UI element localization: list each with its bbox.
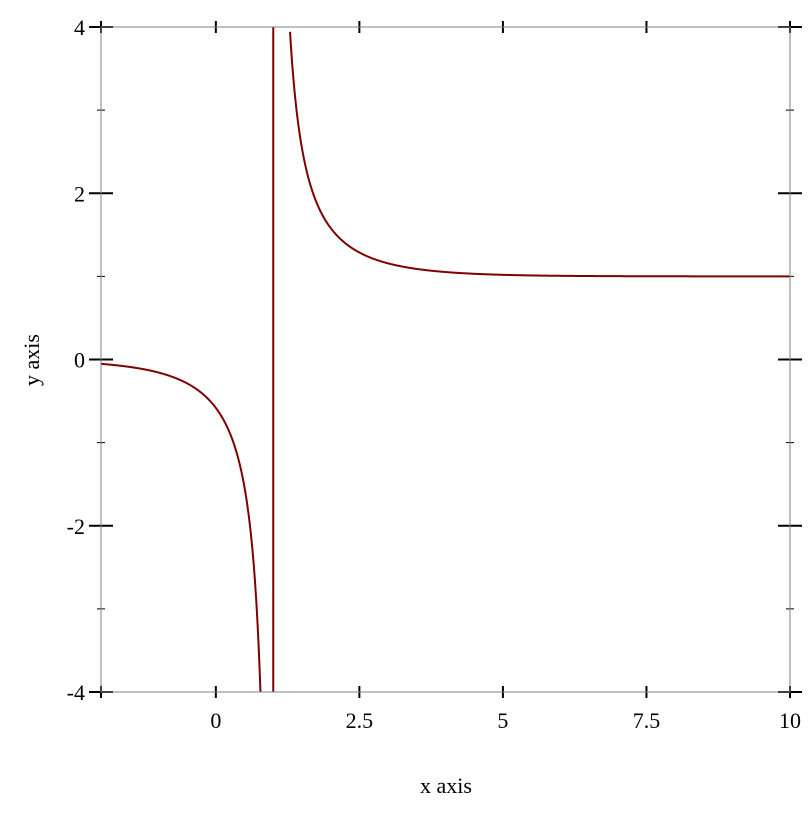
x-tick-label: 10: [779, 708, 801, 733]
x-axis-label: x axis: [420, 773, 472, 798]
plot-frame: [100, 26, 791, 693]
y-tick-label: -2: [67, 514, 85, 539]
plot-border: [100, 26, 791, 693]
ticks: 0 2.5 5 7.5 10 -4 -2 0 2 4: [67, 15, 802, 733]
series-curve: [100, 27, 790, 693]
y-tick-label: 2: [74, 181, 85, 206]
curve-left-branch: [100, 362, 262, 693]
x-tick-label: 2.5: [346, 708, 374, 733]
x-tick-label: 0: [210, 708, 221, 733]
x-tick-label: 5: [497, 708, 508, 733]
y-tick-label: 0: [74, 348, 85, 373]
curve-right-branch: [289, 31, 790, 278]
y-tick-label: -4: [67, 680, 85, 705]
y-axis-label: y axis: [19, 334, 44, 386]
x-tick-label: 7.5: [633, 708, 661, 733]
y-tick-label: 4: [74, 15, 85, 40]
